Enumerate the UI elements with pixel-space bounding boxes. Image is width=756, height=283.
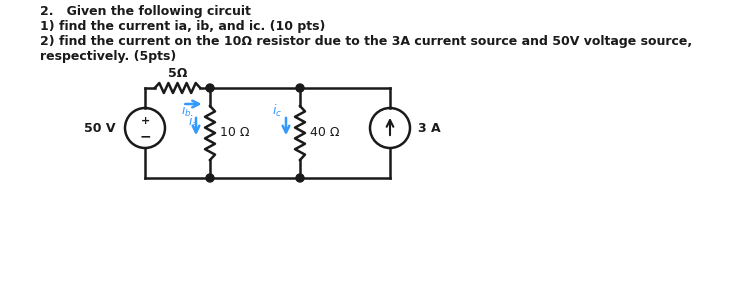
Circle shape [206, 84, 214, 92]
Circle shape [206, 174, 214, 182]
Text: 2) find the current on the 10Ω resistor due to the 3A current source and 50V vol: 2) find the current on the 10Ω resistor … [40, 35, 692, 48]
Text: 50 V: 50 V [83, 121, 115, 134]
Text: 3 A: 3 A [418, 121, 441, 134]
Text: $i_a$: $i_a$ [188, 114, 199, 130]
Text: respectively. (5pts): respectively. (5pts) [40, 50, 176, 63]
Text: −: − [139, 129, 150, 143]
Circle shape [296, 84, 304, 92]
Text: 1) find the current ia, ib, and ic. (10 pts): 1) find the current ia, ib, and ic. (10 … [40, 20, 325, 33]
Text: $i_b$: $i_b$ [181, 103, 192, 119]
Text: 10 Ω: 10 Ω [220, 127, 249, 140]
Circle shape [296, 174, 304, 182]
Text: +: + [141, 116, 150, 126]
Text: $i_c$: $i_c$ [272, 103, 282, 119]
Text: 5Ω: 5Ω [168, 67, 187, 80]
Text: 40 Ω: 40 Ω [310, 127, 339, 140]
Text: 2.   Given the following circuit: 2. Given the following circuit [40, 5, 251, 18]
